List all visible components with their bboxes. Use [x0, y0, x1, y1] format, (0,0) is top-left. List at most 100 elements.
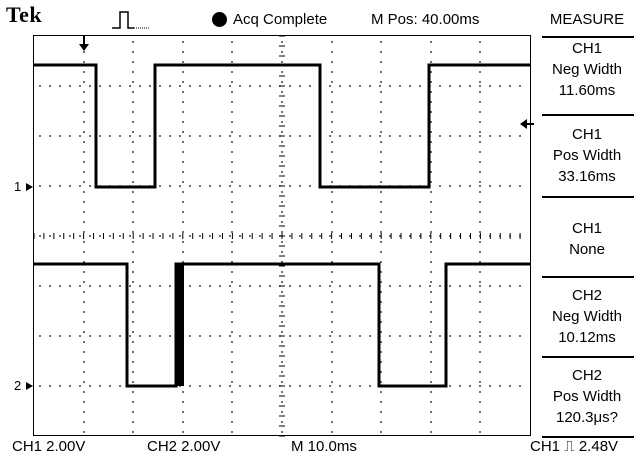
graticule-dot — [479, 321, 481, 323]
measure-divider — [542, 114, 634, 116]
graticule-dot — [331, 271, 333, 273]
measure-source: CH1 — [571, 126, 602, 143]
graticule-dot — [430, 101, 432, 103]
graticule-dot — [129, 285, 131, 287]
graticule-dot — [331, 141, 333, 143]
graticule-dot — [281, 311, 283, 313]
brand-logo: Tek — [6, 2, 43, 27]
graticule-dot — [380, 361, 382, 363]
graticule-dot — [79, 235, 81, 237]
graticule-dot — [259, 85, 261, 87]
graticule-dot — [231, 201, 233, 203]
graticule-dot — [281, 261, 283, 263]
graticule-dot — [199, 185, 201, 187]
graticule-dot — [309, 235, 311, 237]
measure-slot-1[interactable]: CH1 Neg Width 11.60ms — [540, 38, 634, 101]
measure-slot-5[interactable]: CH2 Pos Width 120.3μs? — [540, 365, 634, 428]
graticule-dot — [231, 111, 233, 113]
graticule-dot — [331, 321, 333, 323]
measure-type: Pos Width — [552, 147, 622, 164]
graticule-dot — [83, 71, 85, 73]
graticule-dot — [479, 111, 481, 113]
graticule-dot — [83, 191, 85, 193]
graticule-dot — [132, 361, 134, 363]
graticule-dot — [231, 341, 233, 343]
graticule-dot — [479, 71, 481, 73]
graticule-dot — [132, 111, 134, 113]
graticule-dot — [132, 71, 134, 73]
graticule-dot — [132, 251, 134, 253]
graticule-dot — [83, 421, 85, 423]
graticule-dot — [83, 311, 85, 313]
graticule-dot — [369, 85, 371, 87]
graticule-dot — [430, 231, 432, 233]
graticule-dot — [89, 285, 91, 287]
graticule-dot — [380, 131, 382, 133]
graticule-dot — [430, 251, 432, 253]
graticule-dot — [380, 431, 382, 433]
graticule-dot — [231, 261, 233, 263]
graticule-dot — [430, 111, 432, 113]
graticule-dot — [331, 81, 333, 83]
graticule-dot — [231, 361, 233, 363]
graticule-dot — [430, 41, 432, 43]
graticule-dot — [331, 381, 333, 383]
graticule-dot — [439, 85, 441, 87]
graticule-dot — [69, 285, 71, 287]
graticule-dot — [79, 335, 81, 337]
graticule-dot — [69, 235, 71, 237]
graticule-dot — [149, 335, 151, 337]
graticule-dot — [182, 211, 184, 213]
graticule-dot — [132, 191, 134, 193]
graticule-dot — [309, 285, 311, 287]
graticule-dot — [380, 71, 382, 73]
graticule-dot — [231, 291, 233, 293]
measure-slot-3[interactable]: CH1 None — [540, 218, 634, 260]
graticule-dot — [182, 131, 184, 133]
graticule-dot — [281, 401, 283, 403]
measure-slot-4[interactable]: CH2 Neg Width 10.12ms — [540, 285, 634, 348]
measure-slot-2[interactable]: CH1 Pos Width 33.16ms — [540, 124, 634, 187]
graticule-dot — [209, 235, 211, 237]
graticule-dot — [83, 121, 85, 123]
graticule-dot — [59, 85, 61, 87]
graticule-dot — [430, 51, 432, 53]
graticule-dot — [380, 371, 382, 373]
graticule-dot — [380, 291, 382, 293]
graticule-dot — [59, 285, 61, 287]
graticule-dot — [281, 221, 283, 223]
graticule-dot — [231, 151, 233, 153]
graticule-dot — [469, 85, 471, 87]
graticule-dot — [229, 385, 231, 387]
graticule-dot — [209, 85, 211, 87]
graticule-dot — [469, 185, 471, 187]
graticule-dot — [182, 261, 184, 263]
graticule-dot — [469, 135, 471, 137]
graticule-dot — [509, 135, 511, 137]
graticule-dot — [149, 85, 151, 87]
graticule-dot — [380, 221, 382, 223]
ch1-ground-arrow — [26, 183, 33, 191]
graticule-dot — [380, 381, 382, 383]
graticule-dot — [479, 51, 481, 53]
graticule-dot — [379, 85, 381, 87]
graticule-dot — [430, 211, 432, 213]
graticule-dot — [132, 371, 134, 373]
graticule-dot — [289, 135, 291, 137]
graticule-dot — [132, 261, 134, 263]
graticule-dot — [259, 335, 261, 337]
graticule-dot — [39, 135, 41, 137]
graticule-dot — [231, 281, 233, 283]
graticule-dot — [299, 135, 301, 137]
graticule-dot — [380, 401, 382, 403]
graticule-dot — [380, 191, 382, 193]
graticule-dot — [281, 351, 283, 353]
graticule-dot — [49, 235, 51, 237]
graticule-dot — [380, 161, 382, 163]
graticule-dot — [479, 341, 481, 343]
graticule-dot — [39, 185, 41, 187]
graticule-dot — [459, 285, 461, 287]
graticule-dot — [449, 335, 451, 337]
graticule-dot — [489, 135, 491, 137]
graticule-dot — [209, 335, 211, 337]
